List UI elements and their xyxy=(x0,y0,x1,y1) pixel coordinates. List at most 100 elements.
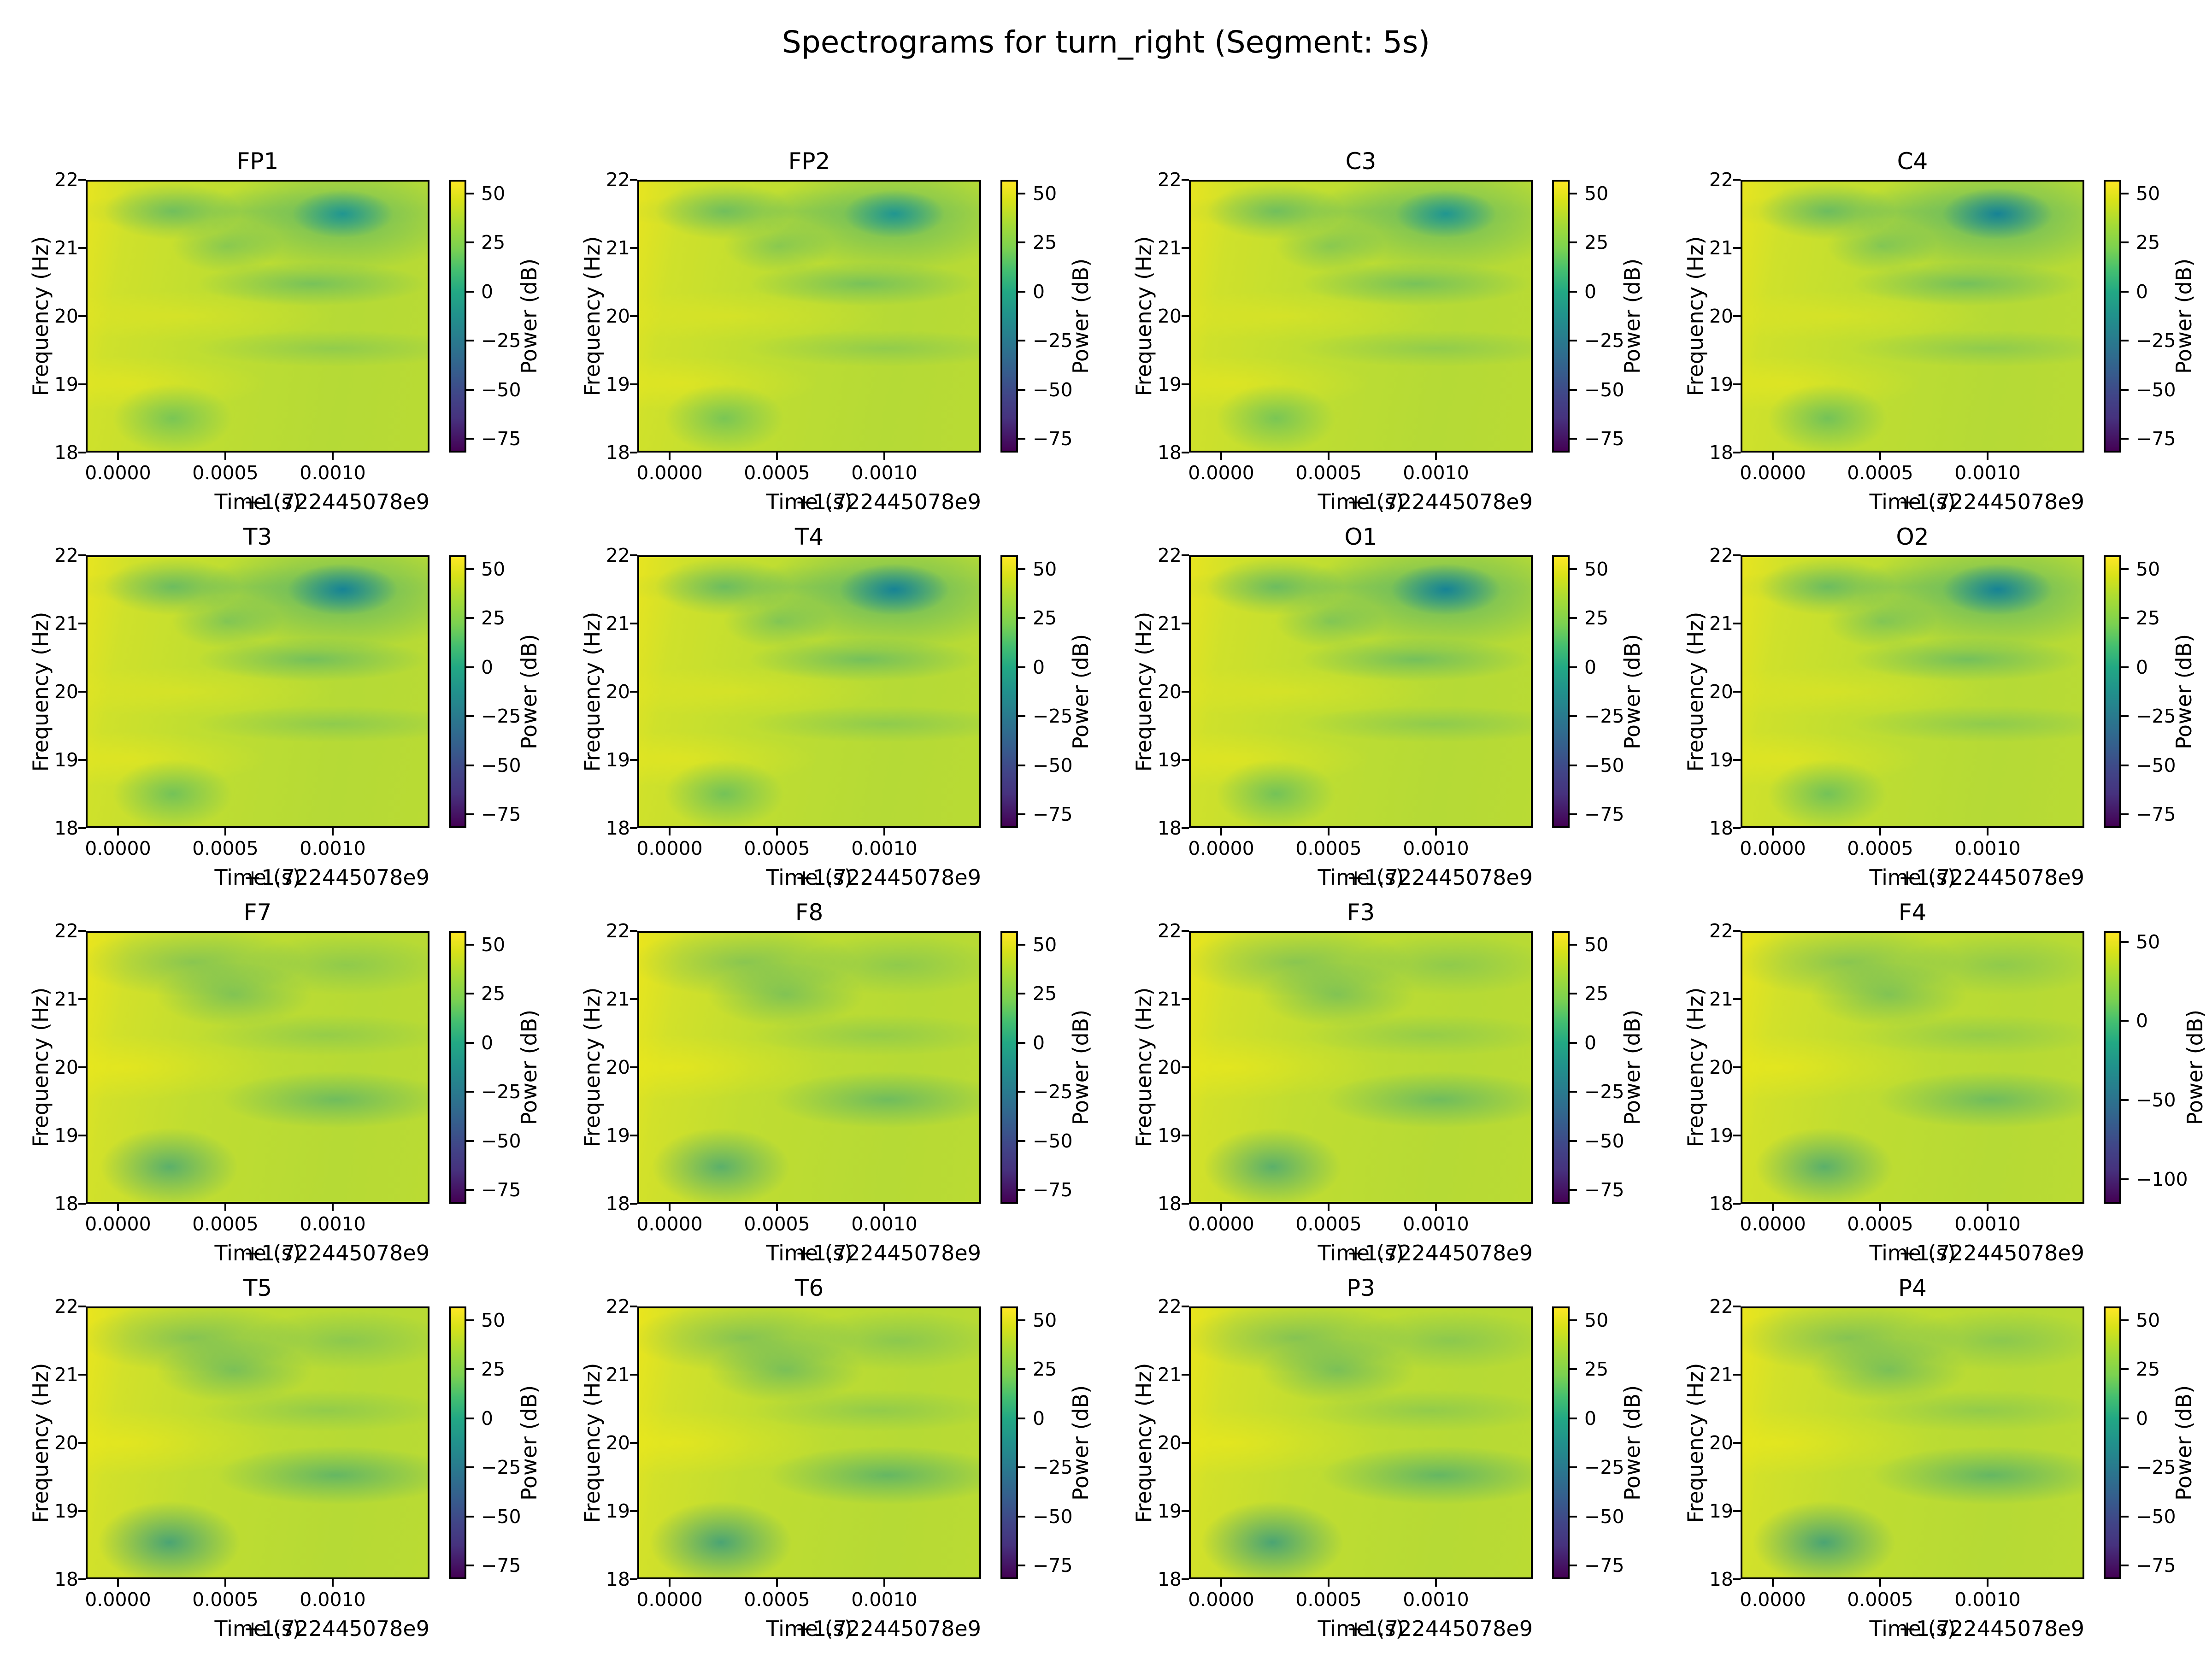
x-tick-label: 0.0010 xyxy=(1954,837,2021,859)
spectrogram-heatmap xyxy=(1742,933,2083,1202)
x-tick-mark xyxy=(1328,828,1330,835)
y-tick-mark xyxy=(630,623,637,624)
colorbar-label: Power (dB) xyxy=(2171,634,2196,750)
y-tick-label: 21 xyxy=(606,237,630,259)
y-tick-label: 22 xyxy=(606,169,630,191)
colorbar-tick-mark xyxy=(2121,764,2129,766)
colorbar-label: Power (dB) xyxy=(2171,258,2196,374)
colorbar-tick-mark xyxy=(1018,1368,1025,1371)
x-axis-label: Time (s) xyxy=(1318,865,1404,890)
y-tick-label: 18 xyxy=(1157,441,1182,464)
y-tick-label: 22 xyxy=(1709,544,1733,566)
colorbar-tick-mark xyxy=(466,1189,474,1191)
x-tick-mark xyxy=(883,1204,885,1211)
y-tick-label: 19 xyxy=(1709,1500,1733,1522)
y-tick-mark xyxy=(1733,1578,1741,1580)
subplot-title: FP2 xyxy=(788,148,830,175)
colorbar-tick-label: 25 xyxy=(1033,982,1057,1005)
y-tick-label: 21 xyxy=(1157,612,1182,635)
x-tick-mark xyxy=(1987,1204,1988,1211)
spectrogram-heatmap xyxy=(88,557,428,826)
y-tick-label: 20 xyxy=(606,1432,630,1454)
y-tick-label: 19 xyxy=(606,749,630,771)
y-tick-mark xyxy=(630,930,637,932)
colorbar-tick-mark xyxy=(2121,813,2129,816)
figure-suptitle: Spectrograms for turn_right (Segment: 5s… xyxy=(782,24,1430,60)
y-tick-mark xyxy=(78,691,86,693)
spectrogram-panel-t3: T3 Frequency (Hz) 22 21 20 19 18 0.0000 0.000… xyxy=(0,518,552,899)
y-tick-mark xyxy=(630,1442,637,1444)
spectrogram-heatmap xyxy=(1191,933,1531,1202)
colorbar-tick-label: −75 xyxy=(2136,803,2176,826)
colorbar-tick-mark xyxy=(466,1140,474,1142)
colorbar-tick-label: −25 xyxy=(1584,705,1624,728)
x-tick-mark xyxy=(332,453,334,460)
colorbar-tick-mark xyxy=(466,438,474,440)
colorbar-label: Power (dB) xyxy=(1068,1385,1093,1501)
y-tick-label: 22 xyxy=(606,920,630,942)
y-tick-label: 20 xyxy=(1157,681,1182,703)
y-tick-label: 20 xyxy=(54,305,78,327)
x-tick-mark xyxy=(117,1204,119,1211)
colorbar-tick-label: 50 xyxy=(1033,1309,1057,1331)
x-tick-mark xyxy=(1772,453,1774,460)
colorbar-tick-label: −25 xyxy=(1584,1081,1624,1103)
colorbar-tick-mark xyxy=(1018,290,1025,293)
y-tick-label: 18 xyxy=(1157,1568,1182,1590)
colorbar-tick-mark xyxy=(2121,290,2129,293)
y-tick-mark xyxy=(630,827,637,829)
y-tick-mark xyxy=(630,247,637,249)
x-tick-label: 0.0000 xyxy=(636,1213,703,1235)
colorbar-tick-label: 50 xyxy=(1033,182,1057,205)
x-tick-label: 0.0005 xyxy=(192,1588,259,1611)
colorbar xyxy=(2104,1306,2121,1579)
colorbar-tick-label: 0 xyxy=(2136,280,2148,303)
x-axis-offset-text: +1.722445078e9 xyxy=(1898,489,2084,514)
colorbar-tick-label: −25 xyxy=(481,705,521,728)
y-tick-mark xyxy=(1182,827,1189,829)
colorbar-tick-label: −50 xyxy=(2136,1505,2176,1528)
spectrogram-panel-f8: F8 Frequency (Hz) 22 21 20 19 18 0.0000 0.000… xyxy=(552,893,1103,1275)
y-tick-mark xyxy=(630,1374,637,1376)
colorbar-tick-mark xyxy=(466,813,474,816)
axes-frame xyxy=(1741,180,2084,453)
x-tick-mark xyxy=(883,828,885,835)
y-tick-mark xyxy=(630,1066,637,1068)
x-tick-label: 0.0010 xyxy=(851,1588,918,1611)
colorbar-tick-label: −25 xyxy=(2136,329,2176,352)
y-tick-mark xyxy=(1733,691,1741,693)
colorbar-tick-label: −100 xyxy=(2136,1168,2188,1190)
colorbar-tick-mark xyxy=(466,666,474,668)
y-tick-label: 22 xyxy=(1157,920,1182,942)
y-tick-mark xyxy=(630,383,637,385)
colorbar-tick-mark xyxy=(2121,1515,2129,1518)
colorbar-tick-label: 0 xyxy=(1033,656,1045,678)
y-tick-mark xyxy=(1182,554,1189,556)
y-tick-mark xyxy=(1733,623,1741,624)
colorbar-label: Power (dB) xyxy=(1068,1009,1093,1125)
y-tick-label: 19 xyxy=(1157,373,1182,395)
x-tick-mark xyxy=(117,828,119,835)
colorbar-tick-label: −50 xyxy=(2136,754,2176,777)
x-axis-offset-text: +1.722445078e9 xyxy=(243,489,429,514)
x-tick-mark xyxy=(1435,828,1437,835)
x-tick-mark xyxy=(1879,453,1881,460)
colorbar-tick-mark xyxy=(466,1319,474,1321)
y-tick-mark xyxy=(630,759,637,761)
y-tick-mark xyxy=(1733,1066,1741,1068)
x-axis-offset-text: +1.722445078e9 xyxy=(1347,865,1533,890)
colorbar-tick-mark xyxy=(466,192,474,194)
colorbar-tick-label: 50 xyxy=(1033,933,1057,956)
y-tick-mark xyxy=(78,554,86,556)
x-axis-label: Time (s) xyxy=(766,1616,853,1641)
subplot-title: C4 xyxy=(1897,148,1928,175)
y-tick-mark xyxy=(78,247,86,249)
colorbar-tick-label: 50 xyxy=(481,1309,506,1331)
colorbar-tick-mark xyxy=(1570,290,1577,293)
colorbar-tick-label: −25 xyxy=(1033,329,1073,352)
colorbar-tick-label: 25 xyxy=(1033,231,1057,254)
x-tick-label: 0.0010 xyxy=(300,1588,366,1611)
y-tick-label: 18 xyxy=(54,1193,78,1215)
y-tick-label: 21 xyxy=(54,612,78,635)
colorbar-tick-label: 0 xyxy=(1584,1407,1597,1430)
